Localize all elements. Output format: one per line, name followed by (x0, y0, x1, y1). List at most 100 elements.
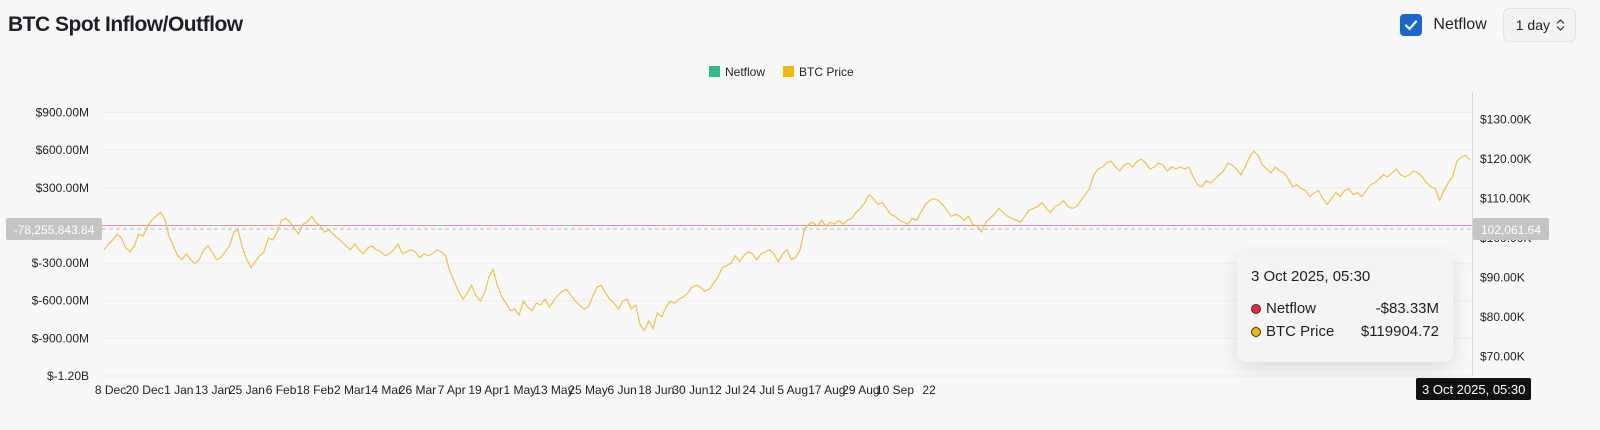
netflow-bar (1071, 225, 1075, 226)
netflow-bar (124, 225, 128, 226)
netflow-bar (1275, 225, 1279, 226)
netflow-bar (261, 225, 264, 226)
netflow-bar (849, 225, 853, 226)
netflow-bar (1199, 225, 1202, 226)
netflow-bar (704, 225, 708, 226)
netflow-toggle-label[interactable]: Netflow (1433, 16, 1487, 33)
netflow-bar (474, 225, 478, 226)
netflow-bar (391, 225, 395, 226)
netflow-bar (1187, 225, 1191, 226)
netflow-bar (1346, 225, 1350, 226)
netflow-bar (1037, 225, 1040, 226)
netflow-bar (1437, 225, 1441, 226)
netflow-bar (1210, 225, 1214, 226)
netflow-bar (394, 225, 398, 226)
netflow-bar (411, 225, 415, 226)
netflow-bar (755, 225, 759, 226)
y-right-tick-label: $120.00K (1480, 152, 1531, 166)
netflow-bar (767, 225, 770, 226)
netflow-bar (1216, 225, 1220, 226)
netflow-bar (210, 225, 213, 226)
netflow-checkbox[interactable] (1400, 14, 1423, 36)
netflow-bar (366, 225, 370, 226)
netflow-bar (1213, 225, 1217, 226)
netflow-bar (741, 225, 745, 226)
netflow-bar (1463, 225, 1467, 226)
netflow-bar (303, 225, 307, 226)
netflow-bar (971, 225, 975, 226)
netflow-bar (363, 225, 367, 226)
netflow-bar (246, 225, 250, 226)
netflow-bar (903, 225, 907, 226)
netflow-bar (332, 225, 336, 226)
netflow-bar (812, 225, 816, 226)
netflow-bar (1156, 225, 1160, 226)
netflow-bar (1469, 225, 1472, 226)
x-tick-label: 14 Mar (365, 383, 402, 397)
netflow-bar (1227, 225, 1231, 226)
netflow-bar (1233, 225, 1237, 226)
netflow-bar (298, 225, 301, 226)
netflow-bar (843, 225, 847, 226)
netflow-bar (585, 225, 589, 226)
netflow-bar (221, 225, 225, 226)
interval-select[interactable]: 1 day (1502, 8, 1576, 42)
netflow-bar (875, 225, 878, 226)
x-tick-label: 17 Aug (808, 383, 845, 397)
netflow-bar (1400, 225, 1404, 226)
tooltip-label: BTC Price (1266, 323, 1335, 340)
x-tick-label: 1 Jan (164, 383, 193, 397)
tooltip-value: -$83.33M (1375, 300, 1439, 317)
netflow-bar (1335, 225, 1339, 226)
y-right-tick-label: $80.00K (1480, 310, 1525, 324)
netflow-bar (127, 225, 131, 226)
netflow-bar (443, 225, 446, 226)
netflow-bar (192, 225, 196, 226)
netflow-bar (1219, 225, 1222, 226)
netflow-bar (1196, 225, 1200, 226)
tooltip-row-btc-price: BTC Price $119904.72 (1251, 320, 1439, 343)
netflow-bar (679, 225, 682, 226)
netflow-bar (264, 225, 267, 226)
netflow-bar (150, 225, 154, 226)
netflow-bar (184, 225, 188, 226)
netflow-bar (1162, 225, 1166, 226)
netflow-bar (343, 225, 347, 226)
netflow-bar (1318, 225, 1322, 226)
netflow-bar (781, 225, 785, 226)
netflow-bar (769, 225, 773, 226)
x-tick-label: 7 Apr (438, 383, 466, 397)
netflow-bar (528, 225, 532, 226)
netflow-bar (335, 225, 338, 226)
netflow-bar (605, 225, 608, 226)
netflow-bar (1153, 225, 1157, 226)
netflow-bar (593, 225, 597, 226)
netflow-bar (1273, 225, 1276, 226)
netflow-bar (1224, 225, 1228, 226)
netflow-bar (1290, 225, 1293, 226)
netflow-bar (1238, 225, 1242, 226)
netflow-bar (727, 225, 731, 226)
netflow-bar (1292, 225, 1296, 226)
netflow-bar (107, 225, 111, 226)
x-tick-label: 18 Jun (638, 383, 674, 397)
chart-tooltip: 3 Oct 2025, 05:30 Netflow -$83.33M BTC P… (1237, 252, 1453, 362)
netflow-bar (1113, 225, 1117, 226)
netflow-bar (175, 225, 179, 226)
x-tick-label: 19 Apr (468, 383, 503, 397)
netflow-bar (1267, 225, 1271, 226)
netflow-bar (397, 225, 401, 226)
netflow-bar (480, 225, 483, 226)
netflow-bar (1003, 225, 1006, 226)
netflow-bar (1355, 225, 1359, 226)
netflow-bar (809, 225, 813, 226)
netflow-bar (360, 225, 364, 226)
netflow-bar (136, 225, 139, 226)
netflow-bar (349, 225, 353, 226)
netflow-bar (872, 225, 876, 226)
netflow-bar (508, 225, 512, 226)
netflow-bar (283, 225, 287, 226)
netflow-bar (1440, 225, 1444, 226)
netflow-bar (477, 225, 481, 226)
